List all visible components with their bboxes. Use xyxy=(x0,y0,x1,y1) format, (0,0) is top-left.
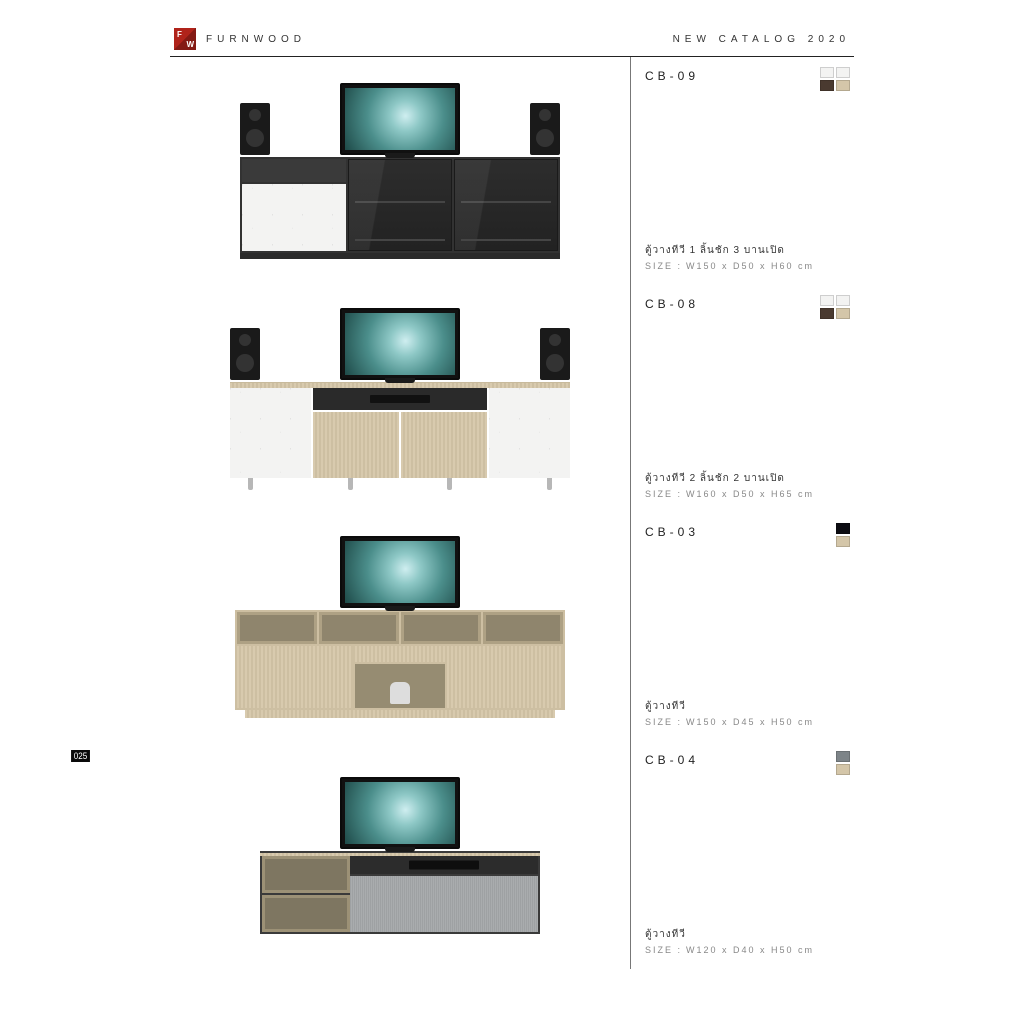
color-swatches xyxy=(836,523,850,547)
tv-icon xyxy=(340,308,460,380)
product-code: CB-09 xyxy=(645,69,844,83)
brand-name: FURNWOOD xyxy=(206,34,306,45)
speaker-icon xyxy=(530,103,560,155)
product-image xyxy=(170,57,630,285)
product-description: ตู้วางทีวี xyxy=(645,927,844,942)
speaker-icon xyxy=(540,328,570,380)
color-swatch xyxy=(836,523,850,534)
decor-sphere-icon xyxy=(535,618,557,640)
color-swatch xyxy=(836,67,850,78)
product-rows: CB-09 ตู้วางทีวี 1 ลิ้นชัก 3 บานเปิด SIZ… xyxy=(170,57,854,969)
brand-logo: F W xyxy=(174,28,196,50)
tv-icon xyxy=(340,777,460,849)
size-value: W160 x D50 x H65 cm xyxy=(686,489,814,499)
product-info: CB-04 ตู้วางทีวี SIZE : W120 x D40 x H50 … xyxy=(630,741,854,969)
product-image xyxy=(170,285,630,513)
product-description: ตู้วางทีวี 2 ลิ้นชัก 2 บานเปิด xyxy=(645,471,844,486)
product-info: CB-03 ตู้วางทีวี SIZE : W150 x D45 x H50 … xyxy=(630,513,854,741)
color-swatches xyxy=(836,751,850,775)
tv-icon xyxy=(340,536,460,608)
product-size: SIZE : W150 x D45 x H50 cm xyxy=(645,717,844,727)
size-value: W150 x D45 x H50 cm xyxy=(686,717,814,727)
speaker-icon xyxy=(230,328,260,380)
size-label: SIZE : xyxy=(645,945,682,955)
catalog-page: F W FURNWOOD NEW CATALOG 2020 xyxy=(170,20,854,1004)
product-code: CB-03 xyxy=(645,525,844,539)
size-value: W120 x D40 x H50 cm xyxy=(686,945,814,955)
page-number: 025 xyxy=(71,750,90,762)
color-swatch xyxy=(836,295,850,306)
color-swatch xyxy=(836,536,850,547)
color-swatch xyxy=(820,67,834,78)
product-size: SIZE : W150 x D50 x H60 cm xyxy=(645,261,844,271)
furniture-cb03 xyxy=(235,536,565,718)
catalog-title: NEW CATALOG 2020 xyxy=(673,34,850,45)
color-swatches xyxy=(820,295,850,319)
color-swatches xyxy=(820,67,850,91)
furniture-cb04 xyxy=(260,777,540,934)
page-header: F W FURNWOOD NEW CATALOG 2020 xyxy=(170,20,854,57)
product-row: CB-09 ตู้วางทีวี 1 ลิ้นชัก 3 บานเปิด SIZ… xyxy=(170,57,854,285)
product-description: ตู้วางทีวี 1 ลิ้นชัก 3 บานเปิด xyxy=(645,243,844,258)
color-swatch xyxy=(836,308,850,319)
size-value: W150 x D50 x H60 cm xyxy=(686,261,814,271)
product-image xyxy=(170,741,630,969)
product-code: CB-04 xyxy=(645,753,844,767)
product-description: ตู้วางทีวี xyxy=(645,699,844,714)
product-code: CB-08 xyxy=(645,297,844,311)
furniture-cb08 xyxy=(230,308,570,490)
logo-letter-w: W xyxy=(186,40,194,49)
product-row: CB-08 ตู้วางทีวี 2 ลิ้นชัก 2 บานเปิด SIZ… xyxy=(170,285,854,513)
color-swatch xyxy=(820,80,834,91)
brand-block: F W FURNWOOD xyxy=(174,28,306,50)
size-label: SIZE : xyxy=(645,489,682,499)
product-row: CB-03 ตู้วางทีวี SIZE : W150 x D45 x H50 … xyxy=(170,513,854,741)
product-size: SIZE : W120 x D40 x H50 cm xyxy=(645,945,844,955)
size-label: SIZE : xyxy=(645,717,682,727)
size-label: SIZE : xyxy=(645,261,682,271)
tv-icon xyxy=(340,83,460,155)
product-row: CB-04 ตู้วางทีวี SIZE : W120 x D40 x H50 … xyxy=(170,741,854,969)
product-image xyxy=(170,513,630,741)
color-swatch xyxy=(836,764,850,775)
color-swatch xyxy=(820,308,834,319)
product-size: SIZE : W160 x D50 x H65 cm xyxy=(645,489,844,499)
speaker-icon xyxy=(240,103,270,155)
furniture-cb09 xyxy=(240,83,560,259)
color-swatch xyxy=(836,80,850,91)
product-info: CB-09 ตู้วางทีวี 1 ลิ้นชัก 3 บานเปิด SIZ… xyxy=(630,57,854,285)
logo-letter-f: F xyxy=(177,30,182,39)
product-info: CB-08 ตู้วางทีวี 2 ลิ้นชัก 2 บานเปิด SIZ… xyxy=(630,285,854,513)
color-swatch xyxy=(836,751,850,762)
color-swatch xyxy=(820,295,834,306)
